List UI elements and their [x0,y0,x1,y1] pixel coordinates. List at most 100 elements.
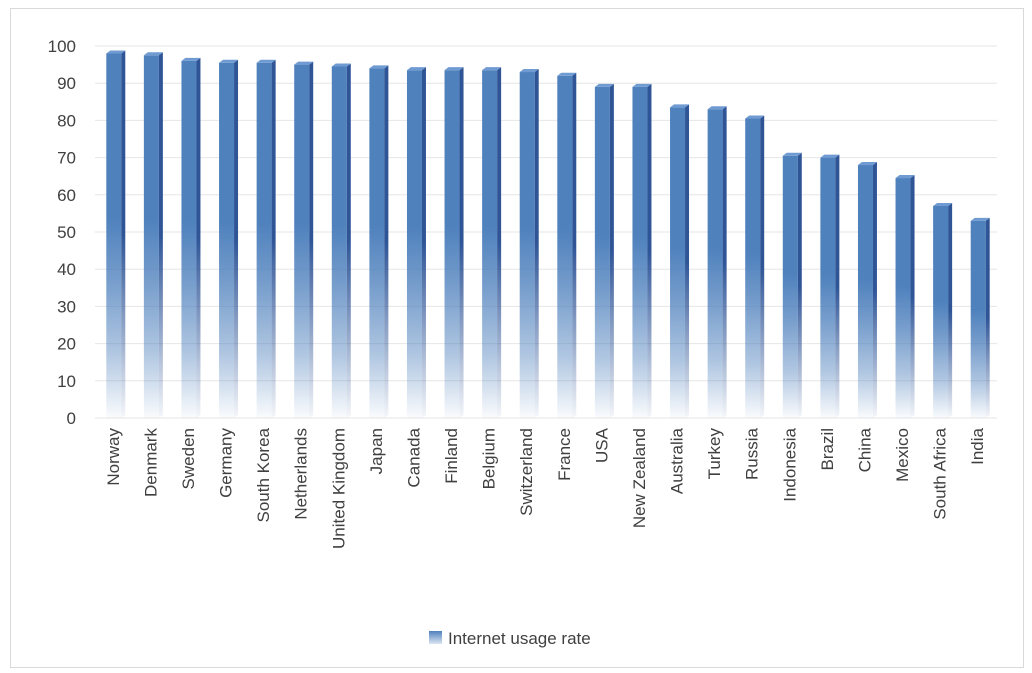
bar [519,69,539,418]
bar-side [534,69,539,418]
x-tick-label: Canada [404,427,423,487]
x-tick-label: Norway [104,428,123,486]
x-tick-label: New Zealand [630,428,649,528]
bar-side [309,61,314,418]
bar-side [459,67,464,419]
x-tick-label: Russia [743,427,762,480]
x-axis: Norway Denmark Sweden Germany South Korea Net… [104,427,987,549]
bar-top [482,67,502,71]
bar-side [948,202,953,418]
y-tick-label: 30 [57,297,76,316]
x-tick-label: Sweden [179,428,198,489]
bar [820,154,840,418]
legend: Internet usage rate [429,629,591,648]
bar-top [820,154,840,158]
y-axis: 0 10 20 30 40 50 60 70 80 90 100 [48,37,76,428]
bar-side [647,83,652,419]
bar-side [872,162,877,418]
bar-top [782,152,802,156]
bar-top [632,83,652,87]
y-tick-label: 100 [48,37,76,56]
y-tick-label: 50 [57,223,76,242]
bar-side [234,59,239,419]
bar-front [294,64,310,418]
x-tick-label: Denmark [141,428,160,497]
bar-front [707,109,723,419]
legend-swatch [429,631,442,644]
x-tick-label: India [968,427,987,464]
y-tick-label: 0 [67,409,76,428]
bar-front [444,70,460,419]
bar-front [143,55,159,419]
bar-top [933,202,953,206]
bar-front [181,60,197,418]
y-tick-label: 70 [57,149,76,168]
x-tick-label: Brazil [818,428,837,471]
bar-front [632,86,648,419]
bar-top [106,50,126,54]
bar [970,217,990,418]
x-tick-label: Mexico [893,428,912,482]
bars [106,50,990,419]
bar-front [970,220,986,418]
bar [444,67,464,419]
bar-side [497,67,502,419]
bar-top [895,175,915,179]
x-tick-label: Germany [217,428,236,498]
bar-side [685,104,690,418]
bar [632,83,652,419]
x-tick-label: China [855,427,874,472]
bar [933,202,953,418]
bar [143,52,163,419]
bar-top [745,115,765,119]
x-tick-label: South Korea [254,427,273,522]
bar-front [933,205,949,418]
y-tick-label: 90 [57,74,76,93]
bar-side [158,52,163,419]
bar [331,63,351,419]
bar [745,115,765,418]
legend-label: Internet usage rate [448,629,591,648]
bar-top [444,67,464,71]
bar [482,67,502,419]
bar-top [670,104,690,108]
bar-top [181,57,201,61]
bar [406,67,426,419]
bar [369,65,389,418]
bar-top [707,106,727,110]
bar-side [271,59,276,419]
bar-side [121,50,126,418]
bar-front [857,165,873,418]
bar [670,104,690,418]
bar-front [670,107,686,418]
bar-top [557,72,577,76]
bar [181,57,201,418]
bar-top [519,69,539,73]
bar [256,59,276,419]
x-tick-label: Finland [442,428,461,484]
x-tick-label: Australia [668,427,687,494]
bar-front [745,118,761,418]
x-tick-label: Belgium [480,428,499,489]
bar-top [143,52,163,56]
bar [294,61,314,418]
x-tick-label: France [555,428,574,481]
bar [707,106,727,419]
bar-side [722,106,727,419]
chart-frame [10,8,1024,668]
x-tick-label: Netherlands [292,428,311,520]
bar [594,83,614,419]
x-tick-label: United Kingdom [329,428,348,549]
bar-front [369,68,385,418]
x-tick-label: Switzerland [517,428,536,516]
bar [782,152,802,419]
x-tick-label: Indonesia [780,427,799,501]
bar-top [219,59,239,63]
bar-top [857,162,877,166]
bar-side [797,152,802,419]
y-tick-label: 20 [57,335,76,354]
bar [895,175,915,418]
bar-front [557,75,573,418]
bar-top [594,83,614,87]
